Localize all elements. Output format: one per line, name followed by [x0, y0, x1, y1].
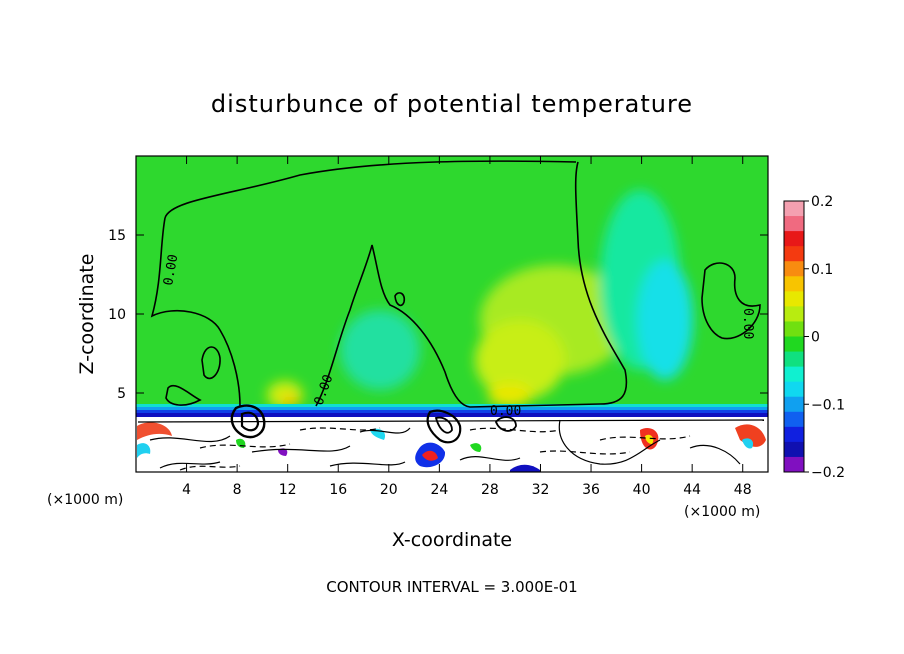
colorbar-swatch	[784, 366, 804, 383]
colorbar-swatch	[784, 291, 804, 307]
x-tick-label: 16	[329, 482, 347, 498]
x-tick-label: 28	[481, 482, 499, 498]
colorbar-swatch	[784, 426, 804, 443]
x-axis-unit-left: (×1000 m)	[47, 492, 123, 508]
x-tick-label: 36	[582, 482, 600, 498]
x-axis-unit-right: (×1000 m)	[684, 504, 760, 520]
y-tick-label: 10	[108, 307, 126, 323]
y-axis-ticks: 5 10 15	[108, 228, 768, 402]
colorbar	[784, 201, 804, 473]
colorbar-swatch	[784, 276, 804, 292]
x-tick-label: 40	[633, 482, 651, 498]
contour-interval-note: CONTOUR INTERVAL = 3.000E-01	[326, 578, 577, 596]
colorbar-swatch	[784, 441, 804, 458]
x-tick-label: 20	[380, 482, 398, 498]
colorbar-swatch	[784, 411, 804, 428]
colorbar-tick-label: 0.1	[811, 262, 833, 278]
x-axis-label: X-coordinate	[392, 529, 512, 551]
colorbar-swatch	[784, 246, 804, 262]
chart-title: disturbunce of potential temperature	[211, 90, 693, 118]
colorbar-tick-label: −0.1	[811, 397, 845, 413]
contour-label: 0.00	[490, 404, 521, 419]
colorbar-swatch	[784, 321, 804, 337]
x-tick-label: 32	[532, 482, 550, 498]
x-tick-label: 4	[182, 482, 191, 498]
colorbar-swatch	[784, 216, 804, 232]
y-axis-label: Z-coordinate	[76, 254, 98, 375]
contour-label: 0.00	[740, 308, 755, 339]
x-tick-label: 8	[233, 482, 242, 498]
colorbar-swatch	[784, 336, 804, 353]
colorbar-ticks: 0.2 0.1 0 −0.1 −0.2	[804, 194, 845, 481]
colorbar-tick-label: −0.2	[811, 465, 845, 481]
colorbar-tick-label: 0	[811, 330, 820, 346]
colorbar-swatch	[784, 456, 804, 473]
x-tick-label: 24	[430, 482, 448, 498]
colorbar-swatch	[784, 306, 804, 322]
x-axis-ticks: 4 8 12 16 20 24 28 32 36 40 44 48	[182, 156, 752, 498]
y-tick-label: 5	[117, 386, 126, 402]
x-tick-label: 12	[279, 482, 297, 498]
colorbar-tick-label: 0.2	[811, 194, 833, 210]
colorbar-swatch	[784, 231, 804, 247]
contour-label: 0.00	[161, 253, 181, 286]
x-tick-label: 44	[683, 482, 701, 498]
colorbar-swatch	[784, 381, 804, 398]
colorbar-swatch	[784, 201, 804, 217]
plot-area	[136, 156, 768, 472]
colorbar-swatch	[784, 351, 804, 368]
x-tick-label: 48	[734, 482, 752, 498]
y-tick-label: 15	[108, 228, 126, 244]
colorbar-swatch	[784, 261, 804, 277]
colorbar-swatch	[784, 396, 804, 413]
